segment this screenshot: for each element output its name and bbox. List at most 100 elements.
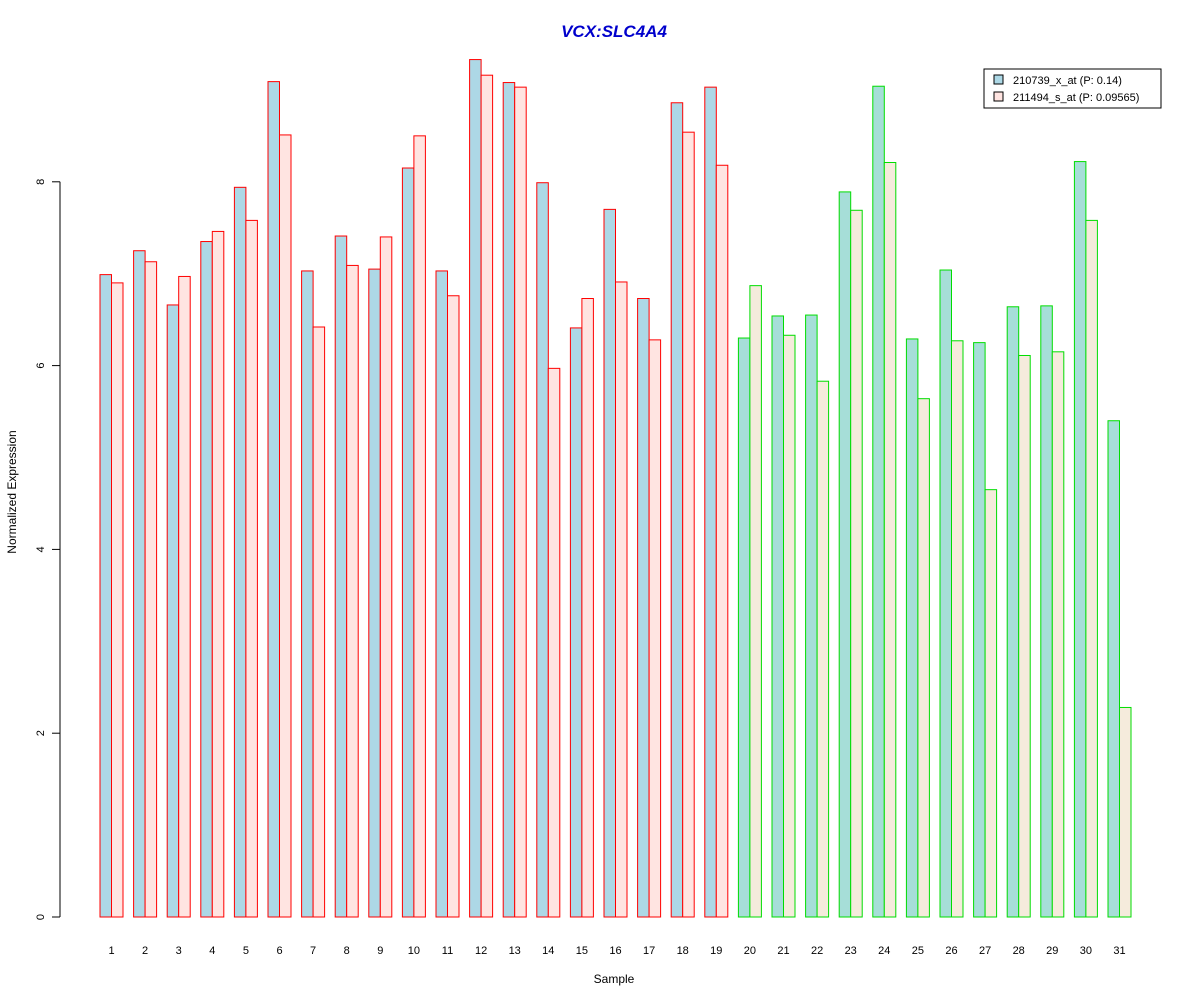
bar-211494_s_at bbox=[514, 86, 527, 918]
bars bbox=[99, 59, 1132, 918]
bar-210739_x_at bbox=[99, 274, 112, 918]
bar-210739_x_at bbox=[536, 182, 549, 918]
x-tick-label: 5 bbox=[243, 945, 249, 957]
bar-210739_x_at bbox=[569, 327, 583, 918]
bar-210739_x_at bbox=[737, 337, 751, 918]
bar-210739_x_at bbox=[267, 81, 280, 918]
bar-210739_x_at bbox=[301, 270, 314, 918]
x-tick-label: 17 bbox=[643, 945, 655, 957]
bar-211494_s_at bbox=[715, 164, 729, 918]
bar-210739_x_at bbox=[637, 298, 650, 918]
bar-211494_s_at bbox=[379, 236, 393, 918]
bar-211494_s_at bbox=[984, 489, 998, 918]
x-tick-label: 21 bbox=[777, 945, 789, 957]
bar-210739_x_at bbox=[1006, 306, 1020, 918]
x-tick-label: 29 bbox=[1046, 945, 1058, 957]
bar-210739_x_at bbox=[905, 338, 919, 918]
bar-211494_s_at bbox=[648, 339, 662, 918]
x-tick-label: 10 bbox=[408, 945, 420, 957]
y-axis-label: Normalized Expression bbox=[5, 430, 19, 553]
x-tick-label: 3 bbox=[176, 945, 182, 957]
x-tick-label: 25 bbox=[912, 945, 924, 957]
x-tick-label: 23 bbox=[845, 945, 857, 957]
bar-211494_s_at bbox=[850, 209, 863, 918]
bar-211494_s_at bbox=[111, 282, 124, 918]
x-tick-labels: 1 2 3 4 5 6 7 8 9 10 11 12 13 14 15 16 17 18 19 20 21 22 23 24 2… bbox=[108, 945, 1125, 957]
y-tick-label: 8 bbox=[35, 179, 47, 185]
x-tick-label: 4 bbox=[209, 945, 215, 957]
x-tick-label: 9 bbox=[377, 945, 383, 957]
x-tick-label: 15 bbox=[576, 945, 588, 957]
x-tick-label: 7 bbox=[310, 945, 316, 957]
legend-swatch bbox=[993, 74, 1004, 85]
x-axis-label: Sample bbox=[594, 972, 635, 986]
bar-211494_s_at bbox=[615, 281, 628, 918]
bar-211494_s_at bbox=[1051, 351, 1065, 918]
legend-swatch bbox=[993, 91, 1004, 102]
bar-210739_x_at bbox=[1107, 420, 1120, 918]
bar-210739_x_at bbox=[133, 250, 146, 918]
y-tick-label: 4 bbox=[35, 546, 47, 552]
bar-211494_s_at bbox=[312, 326, 326, 918]
x-tick-label: 13 bbox=[509, 945, 521, 957]
bar-211494_s_at bbox=[178, 275, 191, 918]
x-tick-label: 27 bbox=[979, 945, 991, 957]
bar-211494_s_at bbox=[447, 295, 460, 918]
bar-210739_x_at bbox=[502, 82, 516, 918]
bar-210739_x_at bbox=[973, 342, 986, 918]
x-tick-label: 26 bbox=[945, 945, 957, 957]
bar-210739_x_at bbox=[334, 235, 348, 918]
bar-210739_x_at bbox=[670, 102, 684, 918]
x-tick-label: 8 bbox=[344, 945, 350, 957]
y-tick-label: 2 bbox=[35, 730, 47, 736]
bar-211494_s_at bbox=[951, 340, 964, 918]
bar-210739_x_at bbox=[603, 208, 616, 918]
bar-210739_x_at bbox=[368, 268, 381, 918]
x-tick-label: 30 bbox=[1080, 945, 1092, 957]
bar-210739_x_at bbox=[872, 85, 885, 918]
bar-210739_x_at bbox=[771, 315, 784, 918]
bar-211494_s_at bbox=[245, 219, 258, 918]
bar-210739_x_at bbox=[469, 59, 482, 918]
legend-label: 210739_x_at (P: 0.14) bbox=[1013, 75, 1122, 87]
bar-211494_s_at bbox=[883, 162, 897, 918]
x-tick-label: 20 bbox=[744, 945, 756, 957]
chart-title: VCX:SLC4A4 bbox=[561, 22, 667, 41]
x-tick-label: 28 bbox=[1013, 945, 1025, 957]
x-tick-label: 19 bbox=[710, 945, 722, 957]
bar-211494_s_at bbox=[917, 398, 930, 918]
x-tick-label: 22 bbox=[811, 945, 823, 957]
x-tick-label: 18 bbox=[677, 945, 689, 957]
bar-211494_s_at bbox=[682, 131, 695, 918]
bar-210739_x_at bbox=[166, 304, 180, 918]
bar-210739_x_at bbox=[200, 241, 213, 918]
bar-210739_x_at bbox=[1040, 305, 1053, 918]
bar-211494_s_at bbox=[547, 367, 561, 918]
bar-211494_s_at bbox=[1085, 219, 1098, 918]
x-tick-label: 14 bbox=[542, 945, 554, 957]
x-tick-label: 12 bbox=[475, 945, 487, 957]
bar-211494_s_at bbox=[346, 264, 359, 918]
bar-211494_s_at bbox=[1018, 354, 1031, 918]
y-axis: 0 2 4 6 8 bbox=[35, 179, 61, 920]
bar-210739_x_at bbox=[233, 186, 247, 918]
x-tick-label: 31 bbox=[1113, 945, 1125, 957]
bar-211494_s_at bbox=[413, 135, 426, 918]
y-tick-label: 0 bbox=[35, 914, 47, 920]
bar-211494_s_at bbox=[279, 134, 292, 918]
x-tick-label: 1 bbox=[108, 945, 114, 957]
bar-210739_x_at bbox=[939, 269, 952, 918]
x-tick-label: 11 bbox=[442, 945, 453, 957]
bar-211494_s_at bbox=[480, 74, 494, 918]
x-tick-label: 6 bbox=[276, 945, 282, 957]
bar-210739_x_at bbox=[805, 314, 818, 918]
bar-211494_s_at bbox=[211, 230, 225, 918]
bar-210739_x_at bbox=[1073, 161, 1087, 918]
x-tick-label: 16 bbox=[609, 945, 621, 957]
bar-211494_s_at bbox=[816, 380, 830, 918]
bar-211494_s_at bbox=[783, 334, 796, 918]
y-tick-label: 6 bbox=[35, 363, 47, 369]
x-tick-label: 24 bbox=[878, 945, 890, 957]
bar-210739_x_at bbox=[435, 270, 448, 918]
